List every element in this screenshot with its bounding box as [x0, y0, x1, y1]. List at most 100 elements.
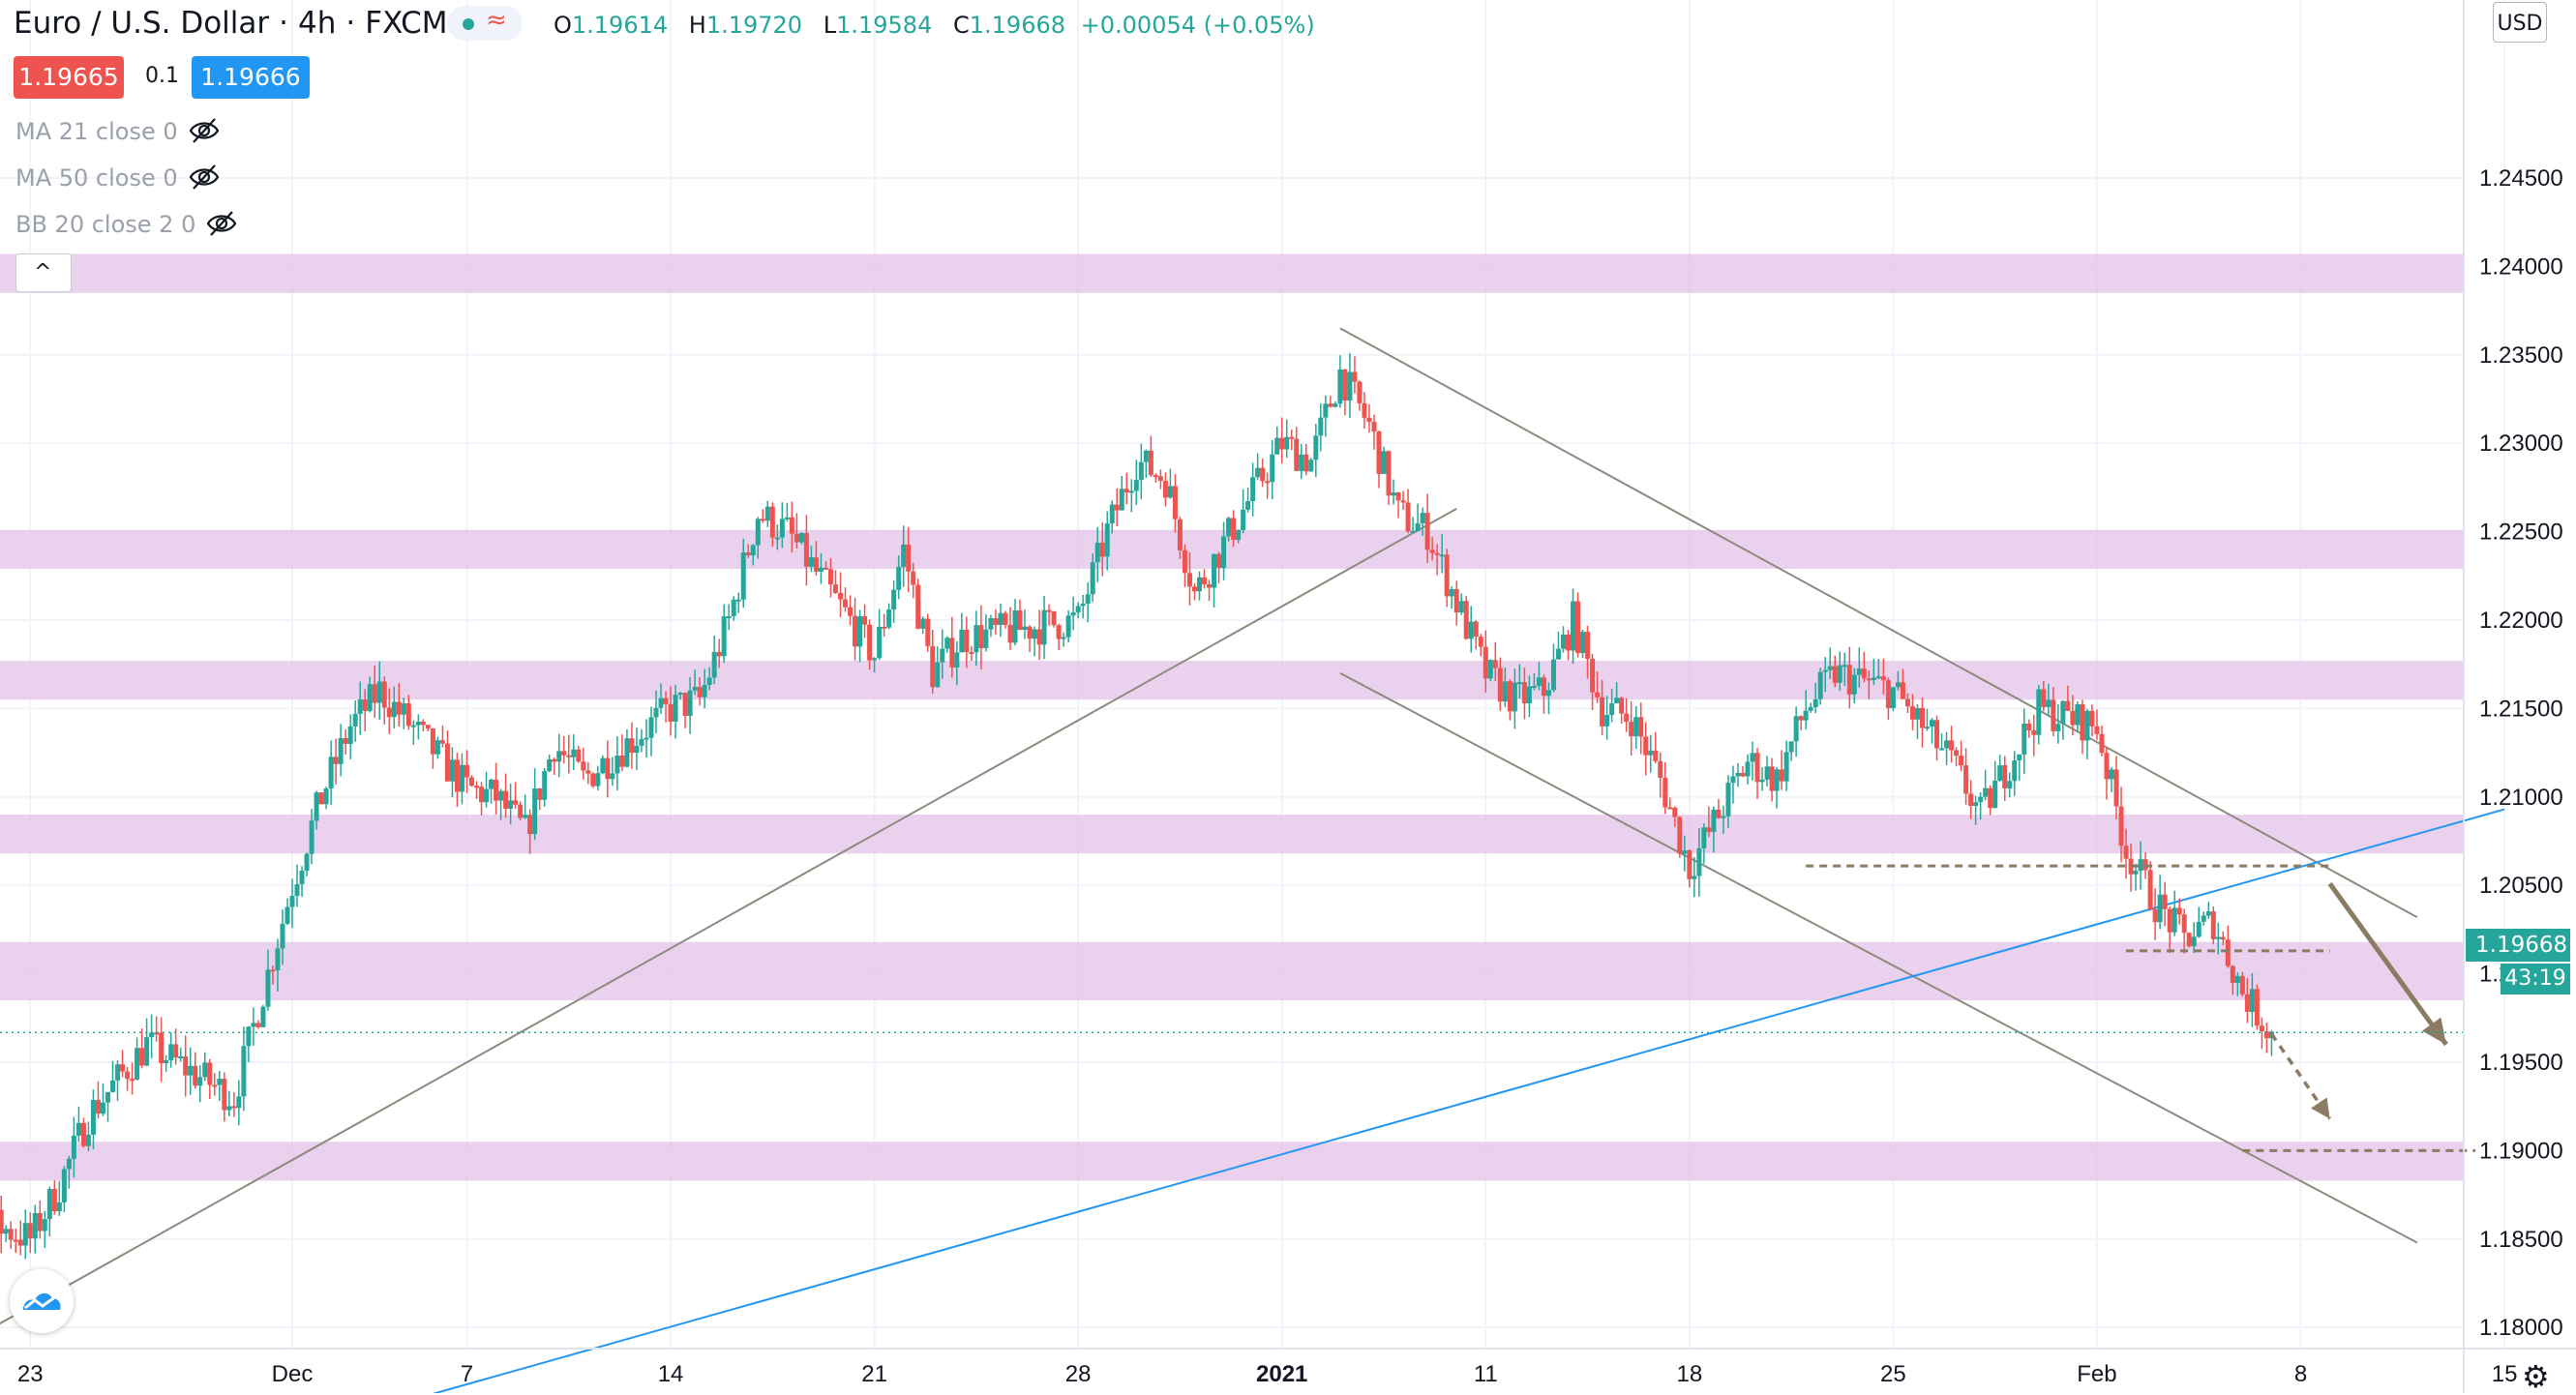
candle-body: [1944, 740, 1950, 749]
candle-body: [51, 1189, 57, 1212]
candle-body: [1153, 475, 1158, 478]
candle-body: [920, 618, 926, 629]
trendline-gray[interactable]: [1339, 327, 2418, 918]
symbol-title[interactable]: Euro / U.S. Dollar · 4h · FXCM: [14, 6, 448, 41]
candle-body: [100, 1102, 105, 1114]
candle-body: [566, 755, 572, 757]
candle-body: [159, 1032, 165, 1063]
eye-off-icon[interactable]: [188, 116, 221, 145]
eye-off-icon[interactable]: [205, 209, 238, 238]
sell-price-button[interactable]: 1.19665: [14, 56, 124, 99]
candle-body: [202, 1062, 208, 1078]
candle-body: [935, 662, 941, 688]
candle-body: [1774, 769, 1780, 791]
price-axis[interactable]: 1.24500 1.24000 1.23500 1.23000 1.22500 1.220…: [2479, 165, 2563, 1393]
candle-body: [940, 648, 945, 663]
candle-body: [561, 751, 567, 756]
candle-body: [1133, 480, 1139, 491]
candle-body: [17, 1239, 23, 1246]
candle-body: [294, 883, 300, 897]
candle-body: [1904, 698, 1910, 707]
candle-body: [1730, 776, 1736, 784]
candle-body: [410, 725, 416, 727]
candle-body: [1177, 519, 1183, 550]
candle-body: [1191, 586, 1197, 592]
candle-body: [1352, 371, 1358, 382]
candle-body: [1289, 436, 1295, 439]
gear-icon[interactable]: ⚙: [2522, 1358, 2550, 1395]
low-value: 1.19584: [836, 12, 933, 39]
candle-body: [1294, 438, 1300, 471]
trendline-blue[interactable]: [292, 808, 2505, 1393]
candle-body: [1342, 369, 1348, 401]
projection-arrow[interactable]: [2327, 881, 2448, 1047]
buy-price-button[interactable]: 1.19666: [192, 56, 310, 99]
candle-body: [1502, 681, 1508, 702]
candle-body: [571, 749, 577, 757]
candle-body: [988, 618, 994, 630]
candle-body: [634, 745, 640, 754]
candle-body: [1633, 717, 1639, 737]
currency-label[interactable]: USD: [2493, 2, 2547, 43]
candle-body: [149, 1032, 155, 1038]
candle-body: [1978, 796, 1984, 803]
indicator-ma50[interactable]: MA 50 close 0: [15, 164, 220, 192]
indicator-bb20[interactable]: BB 20 close 2 0: [15, 211, 237, 238]
candle-body: [605, 757, 611, 780]
price-tick-label: 1.23000: [2479, 430, 2563, 457]
candle-body: [251, 1023, 256, 1027]
candle-body: [731, 599, 736, 616]
trendline-gray[interactable]: [0, 507, 1457, 1372]
time-axis[interactable]: 23 Dec 7 14 21 28 2021 11 18 25 Feb 8 15: [17, 1361, 2518, 1387]
eye-off-icon[interactable]: [188, 163, 221, 192]
candle-body: [1337, 369, 1343, 404]
candle-body: [1672, 807, 1678, 817]
candle-body: [260, 1006, 266, 1027]
candle-body: [1255, 467, 1261, 478]
candle-body: [2041, 689, 2047, 707]
candle-body: [372, 684, 377, 703]
candle-body: [1473, 621, 1479, 638]
candle-body: [2118, 806, 2124, 846]
candle-body: [1832, 666, 1838, 683]
candle-body: [614, 756, 620, 774]
time-tick-label: 18: [1676, 1361, 1702, 1387]
candle-body: [183, 1055, 189, 1076]
candle-body: [75, 1122, 81, 1136]
candle-body: [80, 1122, 86, 1146]
price-tick-label: 1.19000: [2479, 1138, 2563, 1164]
projection-arrows[interactable]: [2269, 881, 2448, 1120]
market-status-indicator[interactable]: ≈: [447, 6, 523, 41]
candle-body: [484, 788, 490, 803]
candle-body: [2094, 726, 2100, 734]
candle-body: [1721, 816, 1726, 818]
candle-body: [1123, 489, 1129, 493]
indicator-ma21[interactable]: MA 21 close 0: [15, 118, 220, 145]
trendline-gray[interactable]: [1339, 671, 2418, 1244]
candle-body: [1585, 632, 1591, 659]
tradingview-logo-icon[interactable]: [10, 1269, 74, 1333]
candle-body: [1458, 601, 1464, 613]
candle-body: [1735, 772, 1741, 777]
candle-body: [110, 1080, 116, 1092]
dashed-levels[interactable]: [1806, 864, 2475, 1152]
candle-body: [2104, 753, 2110, 780]
price-tick-label: 1.22500: [2479, 519, 2563, 546]
candle-body: [2205, 911, 2211, 916]
candle-body: [537, 788, 543, 800]
collapse-legend-button[interactable]: ^: [15, 253, 72, 292]
candle-body: [381, 681, 387, 708]
projection-arrow-dotted[interactable]: [2269, 1032, 2332, 1120]
candle-body: [1386, 451, 1392, 496]
last-price-label: 1.19668: [2466, 929, 2570, 962]
trendlines[interactable]: [0, 327, 2505, 1393]
candle-body: [891, 589, 897, 610]
candle-body: [217, 1079, 223, 1085]
candle-body: [1959, 756, 1964, 766]
candle-body: [2051, 699, 2056, 731]
candle-body: [882, 626, 887, 629]
candle-body: [1653, 750, 1659, 761]
candle-body: [2181, 914, 2187, 934]
candle-body: [1274, 437, 1280, 455]
